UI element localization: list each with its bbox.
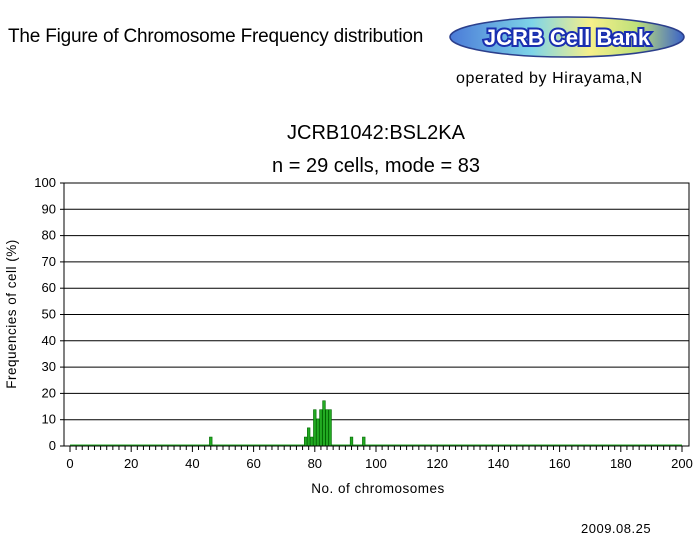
bar [307, 427, 311, 447]
y-tick-label: 90 [42, 201, 56, 216]
y-tick-label: 60 [42, 280, 56, 295]
x-tick-label: 120 [426, 456, 448, 471]
x-tick-label: 60 [246, 456, 260, 471]
x-tick-label: 180 [610, 456, 632, 471]
bar [319, 409, 323, 447]
y-tick-label: 70 [42, 254, 56, 269]
y-tick-label: 80 [42, 228, 56, 243]
bar [325, 409, 329, 447]
bar [310, 436, 314, 447]
chart-subtitle: n = 29 cells, mode = 83 [272, 155, 480, 177]
operator-text: operated by Hirayama,N [456, 70, 643, 87]
page-title: The Figure of Chromosome Frequency distr… [8, 26, 424, 47]
bar [322, 400, 326, 447]
bar [209, 436, 213, 447]
y-tick-label: 30 [42, 359, 56, 374]
bar [313, 409, 317, 447]
zero-baseline [70, 444, 682, 446]
bar [362, 436, 366, 447]
x-tick-label: 80 [308, 456, 322, 471]
bar [316, 418, 320, 447]
grid-lines [64, 208, 689, 421]
y-tick-label: 50 [42, 307, 56, 322]
jcrb-logo: JCRB Cell Bank [449, 16, 685, 58]
y-tick-label: 40 [42, 333, 56, 348]
x-tick-label: 140 [488, 456, 510, 471]
y-axis-label: Frequencies of cell (%) [4, 239, 19, 389]
x-tick-label: 200 [671, 456, 693, 471]
axes: 0 10 20 30 40 50 60 70 80 90 100 0 20 40 60 80 100 120 140… [34, 175, 693, 471]
x-tick-label: 160 [549, 456, 571, 471]
chart-title: JCRB1042:BSL2KA [287, 122, 466, 144]
x-axis-label: No. of chromosomes [311, 481, 445, 496]
date-stamp: 2009.08.25 [581, 521, 652, 536]
logo-text: JCRB Cell Bank [484, 25, 651, 50]
x-tick-label: 40 [185, 456, 199, 471]
y-tick-label: 100 [34, 175, 56, 190]
bars [70, 400, 682, 447]
bar [349, 436, 354, 447]
y-tick-label: 10 [42, 412, 56, 427]
bar [328, 409, 332, 447]
bar [303, 436, 308, 447]
y-tick-label: 20 [42, 385, 56, 400]
y-tick-label: 0 [49, 438, 56, 453]
x-tick-label: 20 [124, 456, 138, 471]
x-tick-label: 100 [365, 456, 387, 471]
x-tick-label: 0 [66, 456, 73, 471]
